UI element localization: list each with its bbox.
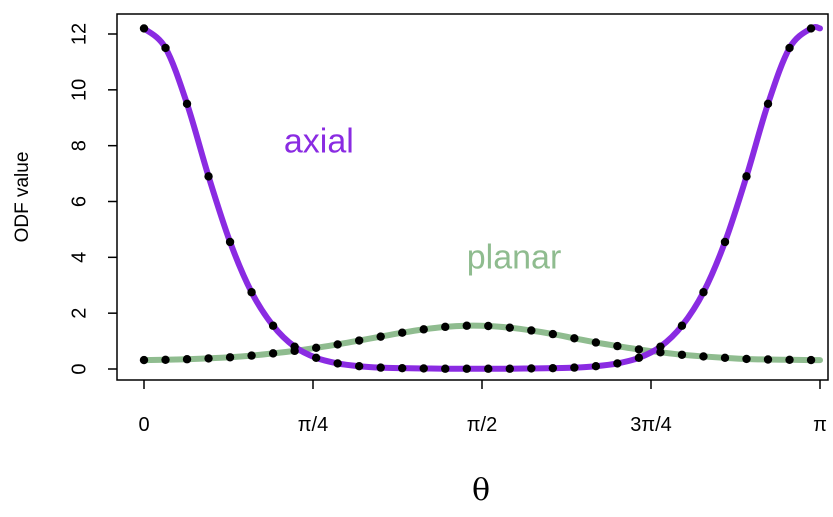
planar-data-point <box>376 332 385 341</box>
x-axis: 0 π/4 π/2 3π/4 π <box>138 380 827 436</box>
x-tick-label: π <box>813 414 827 436</box>
planar-data-point <box>699 352 708 361</box>
y-axis-title: ODF value <box>12 152 33 243</box>
planar-data-point <box>419 325 428 334</box>
planar-data-point <box>806 355 816 365</box>
x-tick-label: 3π/4 <box>630 414 672 436</box>
axial-data-point <box>161 43 170 53</box>
x-tick-label: π/4 <box>298 414 328 436</box>
axial-data-point <box>333 359 342 368</box>
axial-data-point <box>634 353 644 363</box>
planar-series-line <box>141 322 823 364</box>
plot-area-frame <box>116 13 829 381</box>
axial-series-line <box>141 23 823 372</box>
axial-data-point <box>462 364 471 373</box>
planar-data-point <box>570 334 579 343</box>
axial-data-point <box>139 24 149 33</box>
axial-data-point <box>247 288 256 297</box>
axial-data-point <box>613 359 622 368</box>
axial-data-point <box>182 99 192 108</box>
x-axis-title: θ <box>472 473 490 508</box>
planar-data-point <box>268 349 278 358</box>
axial-data-point <box>763 99 773 108</box>
planar-annotation: planar <box>467 239 562 277</box>
planar-data-point <box>247 351 256 360</box>
axial-data-point <box>354 362 364 371</box>
y-tick-label: 12 <box>68 23 90 45</box>
axial-data-point <box>785 43 794 53</box>
y-axis: 0 2 4 6 8 10 12 <box>68 23 117 375</box>
axial-data-point <box>505 364 515 373</box>
axial-data-point <box>484 364 493 373</box>
planar-data-point <box>720 353 730 363</box>
planar-data-point <box>333 340 342 349</box>
planar-data-point <box>225 353 235 362</box>
axial-annotation: axial <box>284 123 354 161</box>
axial-data-point <box>656 342 665 351</box>
planar-data-point <box>161 355 170 364</box>
series-lines <box>141 23 823 372</box>
x-tick-label: 0 <box>138 414 149 436</box>
axial-data-point <box>268 321 278 330</box>
planar-data-point <box>182 355 192 364</box>
planar-data-point <box>613 341 622 351</box>
y-tick-label: 6 <box>68 196 90 207</box>
planar-data-point <box>548 329 558 339</box>
axial-data-point <box>570 363 579 372</box>
axial-data-point <box>527 364 536 373</box>
planar-data-point <box>527 326 536 335</box>
planar-data-point <box>763 355 773 364</box>
axial-data-point <box>311 353 321 363</box>
series-points <box>139 24 816 373</box>
y-tick-label: 10 <box>68 79 90 101</box>
y-tick-label: 2 <box>68 308 90 319</box>
planar-data-point <box>441 322 450 332</box>
planar-data-point <box>484 321 493 331</box>
axial-data-point <box>441 364 450 373</box>
axial-data-point <box>806 24 816 33</box>
planar-data-point <box>505 323 515 332</box>
planar-data-point <box>634 345 644 354</box>
planar-data-point <box>398 328 407 337</box>
y-tick-label: 4 <box>68 252 90 263</box>
x-tick-label: π/2 <box>467 414 497 436</box>
planar-data-point <box>742 354 751 364</box>
planar-data-point <box>139 355 149 365</box>
axial-data-point <box>720 237 730 247</box>
y-tick-label: 8 <box>68 140 90 151</box>
axial-data-point <box>376 363 385 372</box>
axial-data-point <box>699 288 708 297</box>
planar-data-point <box>311 343 321 352</box>
axial-data-point <box>419 364 428 373</box>
axial-data-point <box>677 321 687 330</box>
planar-data-point <box>677 350 687 359</box>
axial-data-point <box>398 363 407 373</box>
axial-data-point <box>225 237 235 247</box>
planar-data-point <box>204 354 213 363</box>
annotations: axial planar <box>284 123 561 277</box>
planar-data-point <box>462 321 471 330</box>
y-tick-label: 0 <box>68 363 90 374</box>
planar-data-point <box>785 355 794 364</box>
axial-data-point <box>742 172 751 181</box>
axial-data-point <box>591 362 601 371</box>
planar-data-point <box>591 338 601 347</box>
planar-data-point <box>354 336 364 345</box>
axial-data-point <box>290 342 299 351</box>
axial-data-point <box>204 172 213 181</box>
axial-data-point <box>548 363 558 373</box>
